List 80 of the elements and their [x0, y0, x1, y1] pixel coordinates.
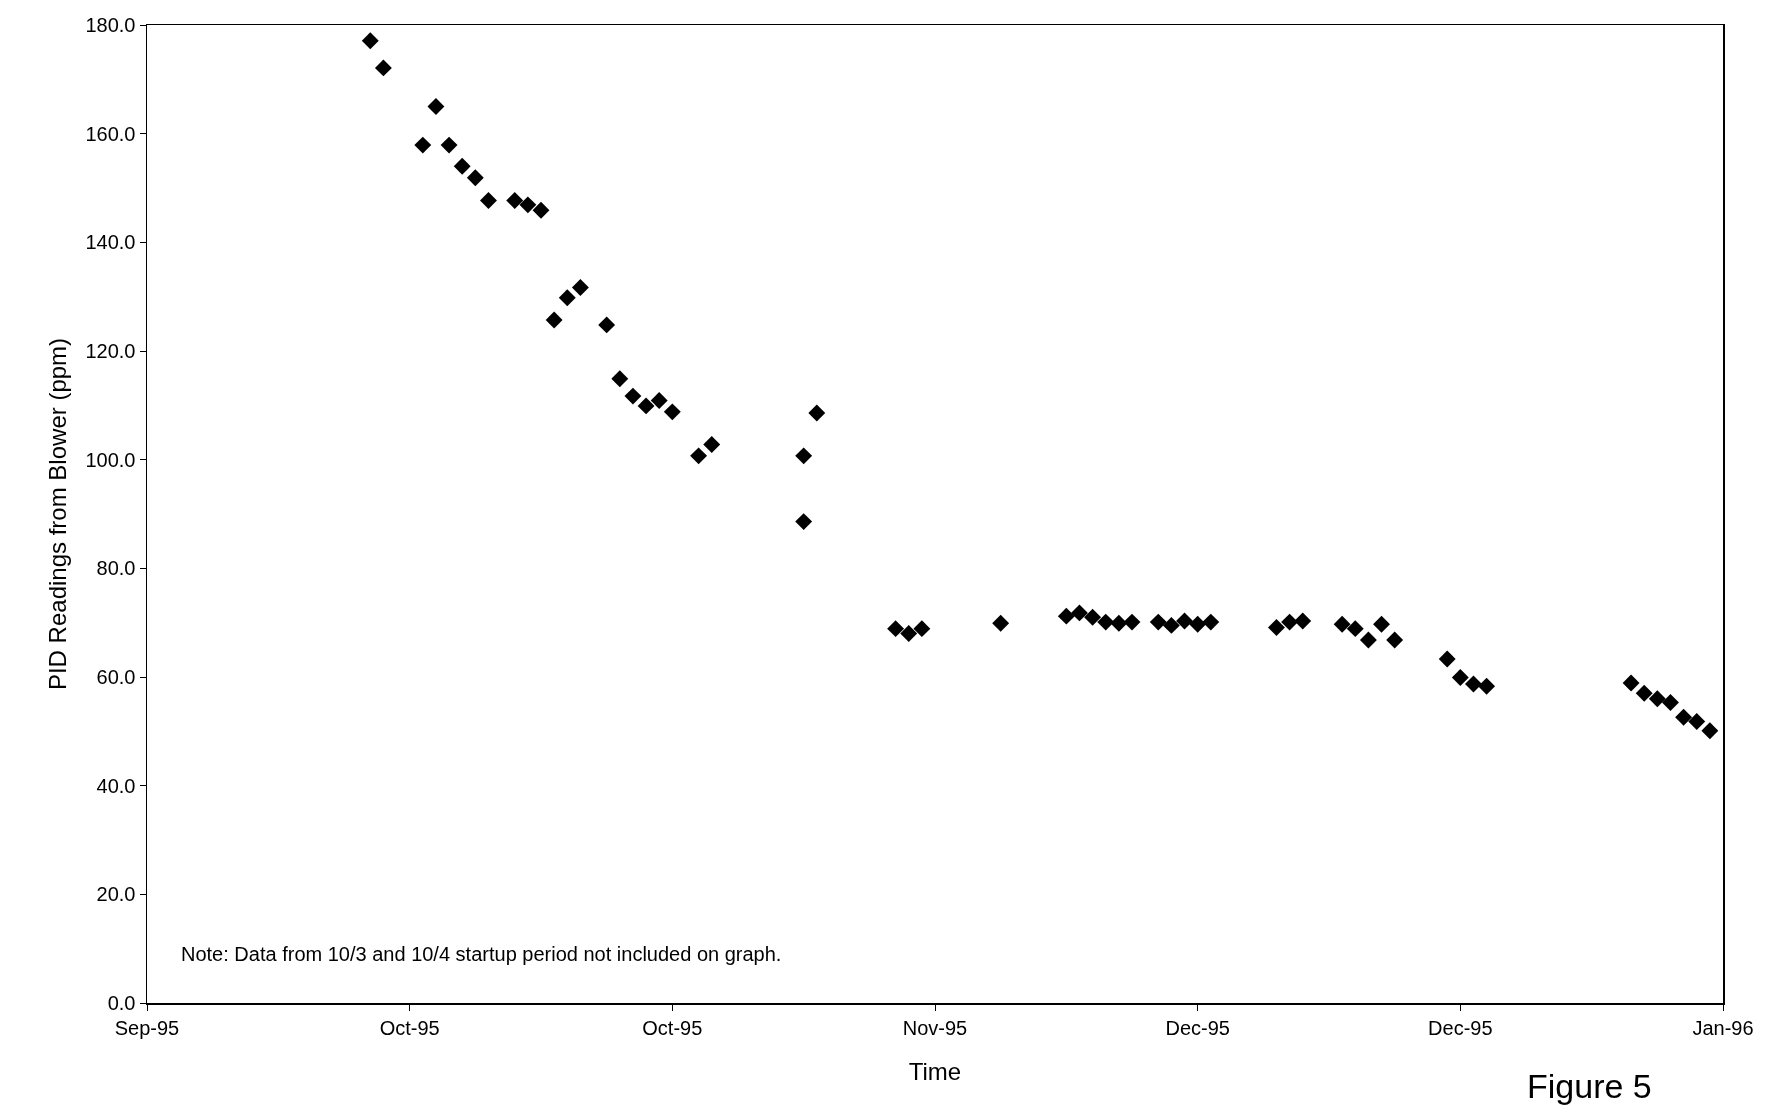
point — [1675, 708, 1693, 726]
point — [663, 403, 681, 421]
y-tick-label: 160.0 — [85, 122, 136, 145]
point — [427, 98, 445, 115]
point — [1149, 613, 1167, 631]
point — [1057, 607, 1075, 625]
annotation: Note: Data from 10/3 and 10/4 startup period not included on graph. — [181, 943, 782, 965]
point — [690, 447, 708, 465]
point — [1097, 613, 1115, 631]
y-tick-label: 120.0 — [85, 340, 136, 362]
point — [1438, 650, 1456, 668]
x-tick-label: Nov-95 — [902, 1016, 968, 1039]
y-tick-label: 0.0 — [107, 992, 136, 1014]
point — [624, 387, 642, 405]
point — [1202, 613, 1220, 631]
point — [611, 370, 629, 388]
point — [1465, 675, 1482, 693]
point — [1688, 713, 1706, 730]
point — [1162, 616, 1180, 634]
caption: Figure 5 — [1527, 1067, 1652, 1105]
y-axis-title: PID Readings from Blower (ppm) — [43, 337, 71, 691]
point — [637, 397, 655, 415]
point — [374, 59, 392, 77]
point — [650, 391, 668, 409]
point — [532, 201, 550, 219]
y-tick-label: 140.0 — [85, 231, 136, 254]
point — [1451, 669, 1469, 686]
x-tick-label: Oct-95 — [379, 1016, 440, 1039]
point — [1281, 613, 1299, 631]
point — [1478, 677, 1496, 695]
point — [795, 513, 813, 531]
point — [545, 311, 563, 329]
point — [900, 625, 918, 642]
point — [1373, 615, 1390, 633]
point — [703, 436, 721, 453]
point — [480, 192, 497, 209]
point — [808, 404, 826, 422]
x-tick-label: Dec-95 — [1428, 1016, 1493, 1039]
point — [414, 136, 432, 154]
x-tick-label: Jan-96 — [1692, 1016, 1754, 1039]
point — [1622, 674, 1640, 692]
point — [558, 289, 576, 307]
point — [1333, 615, 1351, 633]
point — [361, 32, 379, 50]
point — [519, 196, 537, 214]
x-tick-label: Sep-95 — [114, 1016, 180, 1039]
x-tick-label: Oct-95 — [642, 1016, 703, 1039]
x-tick-label: Dec-95 — [1165, 1016, 1230, 1039]
y-tick-label: 60.0 — [96, 666, 136, 688]
point — [1635, 684, 1653, 702]
point — [440, 136, 458, 154]
point — [1662, 694, 1679, 711]
x-axis-title: Time — [908, 1057, 962, 1085]
point — [571, 278, 589, 296]
point — [1268, 619, 1285, 637]
point — [1386, 631, 1404, 649]
point — [1084, 608, 1102, 626]
point — [1123, 613, 1141, 631]
y-tick-label: 40.0 — [96, 774, 136, 797]
point — [1701, 722, 1719, 740]
point — [1071, 604, 1088, 622]
point — [992, 614, 1010, 632]
point — [466, 169, 484, 187]
point — [1346, 620, 1364, 638]
point — [1294, 612, 1312, 630]
point — [506, 192, 524, 209]
point — [1176, 612, 1193, 630]
point — [453, 157, 471, 175]
point — [1110, 614, 1128, 632]
y-tick-label: 80.0 — [96, 557, 136, 580]
y-tick-label: 100.0 — [85, 448, 136, 471]
y-tick-label: 180.0 — [85, 14, 136, 36]
point — [1189, 615, 1207, 633]
point — [1648, 690, 1666, 708]
point — [795, 447, 813, 465]
point — [887, 620, 905, 638]
point — [1359, 631, 1377, 649]
y-tick-label: 20.0 — [96, 883, 136, 906]
point — [913, 620, 931, 638]
point — [598, 316, 616, 334]
